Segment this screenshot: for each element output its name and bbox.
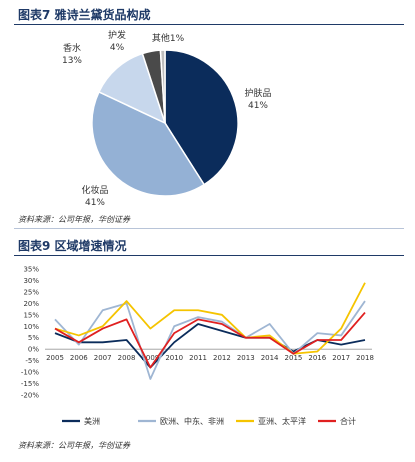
pie-label-name-2: 香水 xyxy=(63,42,81,54)
line-source-note: 资料来源：公司年报，华创证券 xyxy=(18,441,130,450)
pie-source-note: 资料来源：公司年报，华创证券 xyxy=(18,215,130,224)
y-tick-label: -15% xyxy=(21,380,39,388)
pie-chart-title: 图表7 雅诗兰黛货品构成 xyxy=(18,8,151,22)
y-tick-label: -5% xyxy=(25,357,39,365)
x-tick-label: 2007 xyxy=(94,354,112,362)
pie-slice-2 xyxy=(97,52,167,125)
y-tick-label: 20% xyxy=(23,300,39,308)
line-chart-title: 图表9 区域增速情况 xyxy=(18,239,127,253)
pie-slice-4 xyxy=(159,49,166,124)
x-tick-label: 2010 xyxy=(165,354,183,362)
pie-label-name-4: 其他1% xyxy=(152,32,185,44)
series-line-1 xyxy=(54,300,366,380)
pie-label-name-3: 护发 xyxy=(108,29,126,41)
x-tick-label: 2016 xyxy=(308,354,326,362)
x-tick-label: 2011 xyxy=(189,354,207,362)
y-tick-label: 15% xyxy=(23,311,39,319)
x-tick-label: 2014 xyxy=(261,354,279,362)
legend-label-3: 合计 xyxy=(340,416,356,426)
x-tick-label: 2006 xyxy=(70,354,88,362)
y-tick-label: 25% xyxy=(23,288,39,296)
series-line-2 xyxy=(54,282,366,355)
x-tick-label: 2012 xyxy=(213,354,231,362)
x-tick-label: 2018 xyxy=(356,354,374,362)
y-tick-label: 10% xyxy=(23,323,39,331)
y-tick-label: 5% xyxy=(28,334,39,342)
pie-label-name-0: 护肤品 xyxy=(244,87,271,99)
x-tick-label: 2005 xyxy=(46,354,64,362)
pie-label-value-3: 4% xyxy=(110,43,125,53)
pie-chart: 护肤品 41% 化妆品 41% 香水 13% 护发 4% 其他1% xyxy=(62,29,272,208)
x-tick-label: 2013 xyxy=(237,354,255,362)
pie-label-value-0: 41% xyxy=(248,101,268,111)
x-tick-label: 2008 xyxy=(118,354,136,362)
source-divider xyxy=(14,228,404,229)
pie-label-value-2: 13% xyxy=(62,56,82,66)
pie-slice-1 xyxy=(91,90,206,197)
y-tick-label: -20% xyxy=(21,392,39,400)
y-tick-label: 0% xyxy=(28,346,39,354)
x-tick-label: 2009 xyxy=(141,354,159,362)
x-tick-label: 2017 xyxy=(332,354,350,362)
legend-label-0: 美洲 xyxy=(84,416,100,426)
title-divider-2 xyxy=(14,255,404,256)
pie-label-name-1: 化妆品 xyxy=(81,184,108,196)
series-line-3 xyxy=(54,311,366,369)
y-tick-label: 30% xyxy=(23,277,39,285)
legend-label-1: 欧洲、中东、非洲 xyxy=(160,416,224,426)
y-tick-label: -10% xyxy=(21,369,39,377)
legend-label-2: 亚洲、太平洋 xyxy=(258,416,306,426)
title-divider xyxy=(14,24,404,25)
y-tick-label: 35% xyxy=(23,266,39,274)
pie-label-value-1: 41% xyxy=(85,198,105,208)
x-tick-label: 2015 xyxy=(285,354,303,362)
